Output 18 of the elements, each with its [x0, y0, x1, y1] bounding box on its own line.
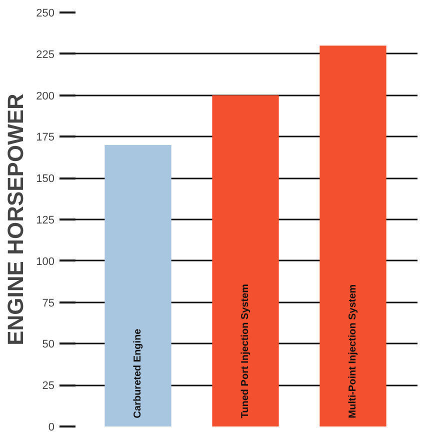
- y-tick-label: 175: [36, 132, 55, 144]
- bar: [212, 95, 279, 426]
- y-tick-label: 225: [36, 48, 55, 61]
- bar: [104, 144, 172, 426]
- y-axis-title: ENGINE HORSEPOWER: [3, 93, 28, 346]
- y-tick-label: 100: [36, 256, 55, 268]
- y-tick-label: 150: [36, 173, 55, 186]
- x-tick-label: Tuned Port Injection System: [240, 284, 251, 418]
- x-tick-label: Multi-Point Injection System: [348, 284, 358, 418]
- y-tick-label: 0: [48, 422, 55, 434]
- x-tick-label: Carbureted Engine: [132, 328, 144, 418]
- y-tick-label: 25: [42, 380, 55, 392]
- bar: [320, 46, 386, 426]
- y-tick-label: 125: [36, 214, 55, 226]
- y-tick-label: 75: [42, 297, 55, 310]
- y-tick-label: 250: [36, 8, 55, 20]
- y-tick-label: 200: [36, 90, 55, 102]
- y-tick-label: 50: [42, 338, 55, 351]
